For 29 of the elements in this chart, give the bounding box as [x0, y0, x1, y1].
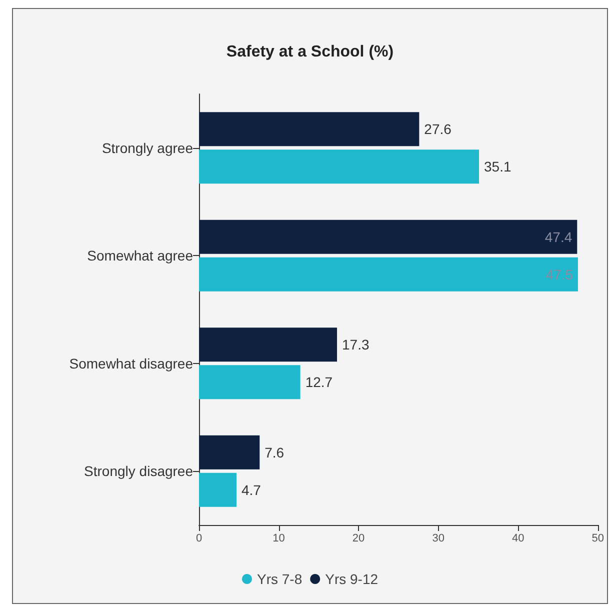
- bar: [199, 220, 578, 254]
- y-tick-label: Strongly disagree: [84, 463, 194, 480]
- x-tick-label: 20: [352, 532, 365, 544]
- y-tick-label: Strongly agree: [102, 140, 194, 156]
- data-label: 4.7: [241, 482, 262, 498]
- bar: [199, 112, 420, 146]
- data-label: 17.3: [342, 336, 370, 353]
- bar: [199, 328, 338, 362]
- x-tick-label: 10: [272, 532, 285, 544]
- x-tick-label: 30: [432, 532, 444, 544]
- bar: [199, 257, 578, 292]
- bar: [199, 150, 480, 184]
- chart-title: Safety at a School (%): [226, 44, 394, 60]
- y-tick-label: Somewhat disagree: [69, 355, 194, 372]
- bar: [199, 435, 260, 470]
- legend-label: Yrs 9-12: [325, 571, 378, 587]
- data-label: 7.6: [264, 444, 284, 460]
- legend-label: Yrs 7-8: [256, 571, 302, 587]
- y-tick-label: Somewhat agree: [87, 248, 194, 264]
- data-label: 12.7: [305, 374, 333, 390]
- x-tick-label: 0: [196, 532, 202, 544]
- data-label: 47.4: [544, 228, 572, 245]
- x-tick-label: 40: [512, 532, 524, 544]
- data-label: 27.6: [424, 121, 452, 138]
- bar: [199, 472, 236, 507]
- x-tick-label: 50: [592, 532, 604, 544]
- bar: [199, 365, 300, 400]
- data-label: 35.1: [484, 158, 512, 175]
- data-label: 47.5: [546, 266, 574, 282]
